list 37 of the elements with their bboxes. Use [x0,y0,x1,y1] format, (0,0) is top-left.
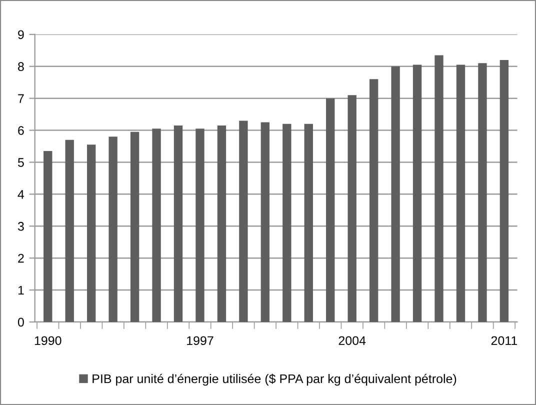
bar [304,124,313,322]
bar [152,128,161,322]
y-tick-label: 3 [18,222,24,231]
x-tick-label: 2004 [338,336,366,346]
y-tick-label: 0 [18,318,24,327]
bar [196,128,204,322]
x-tick-label: 2011 [491,336,518,346]
y-tick-label: 9 [18,30,24,40]
y-tick-label: 7 [18,94,24,103]
bar [348,95,356,322]
bar [369,79,378,322]
bar [217,125,226,322]
bar [108,136,118,322]
y-tick-label: 5 [18,158,24,167]
bar [282,124,292,322]
y-tick-label: 8 [18,62,24,72]
legend-label: PIB par unité d’énergie utilisée ($ PPA par kg d’équivalent pétrole) [92,374,456,386]
bar [412,64,422,322]
bar [478,63,487,322]
y-tick-label: 2 [18,254,24,263]
x-tick-label: 1990 [34,336,62,346]
x-tick-label: 1997 [187,336,214,346]
bar [260,122,270,322]
bar [434,55,444,322]
bar [326,98,335,322]
y-tick-label: 4 [18,190,24,199]
bar [456,64,466,322]
y-tick-label: 6 [18,126,24,135]
bar [239,120,248,322]
y-tick-label: 1 [18,286,24,295]
bar [391,66,400,322]
bar [65,140,74,322]
bar [44,151,52,322]
bar [174,125,183,322]
bar [500,60,509,322]
bar [86,144,96,322]
bar [130,132,140,322]
